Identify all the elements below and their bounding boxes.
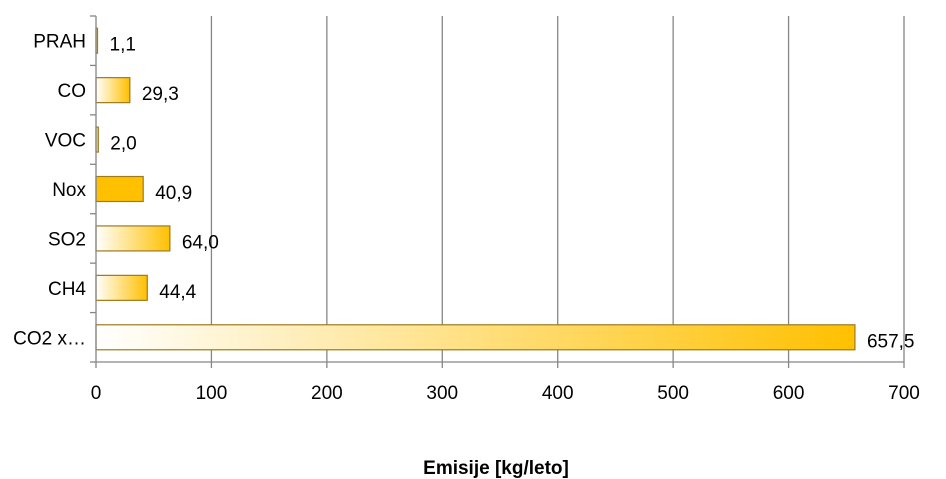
bar	[95, 324, 856, 351]
x-tick-label: 400	[542, 383, 574, 404]
value-label: 40,9	[155, 183, 192, 204]
x-tick-label: 700	[888, 383, 920, 404]
value-label: 64,0	[182, 232, 219, 253]
x-axis-title: Emisije [kg/leto]	[423, 458, 569, 479]
value-label: 29,3	[142, 84, 179, 105]
category-label: SO2	[48, 229, 86, 250]
value-labels: 1,1 29,3 2,0 40,9 64,0 44,4 657,5	[110, 35, 915, 353]
x-tick-label: 0	[91, 383, 102, 404]
value-label: 1,1	[110, 35, 136, 56]
value-label: 2,0	[110, 134, 136, 155]
category-label: Nox	[52, 180, 86, 201]
axes	[90, 15, 905, 368]
bar	[95, 274, 148, 301]
value-label: 44,4	[159, 282, 196, 303]
category-label: PRAH	[33, 32, 86, 53]
category-label: CH4	[48, 279, 86, 300]
x-tick-label: 500	[657, 383, 689, 404]
value-label: 657,5	[867, 331, 915, 352]
x-tick-label: 600	[773, 383, 805, 404]
gridlines	[210, 16, 905, 362]
bar	[95, 77, 131, 104]
x-tick-label: 100	[196, 383, 228, 404]
category-labels: PRAH CO VOC Nox SO2 CH4 CO2 x…	[13, 32, 86, 350]
category-label: CO	[58, 81, 87, 102]
bars	[95, 27, 856, 351]
bar	[95, 225, 171, 252]
bar	[95, 175, 144, 203]
category-label: CO2 x…	[13, 328, 86, 349]
x-tick-label: 300	[426, 383, 458, 404]
x-tick-label: 200	[311, 383, 343, 404]
category-label: VOC	[45, 131, 86, 152]
x-tick-labels: 0 100 200 300 400 500 600 700	[91, 383, 920, 404]
